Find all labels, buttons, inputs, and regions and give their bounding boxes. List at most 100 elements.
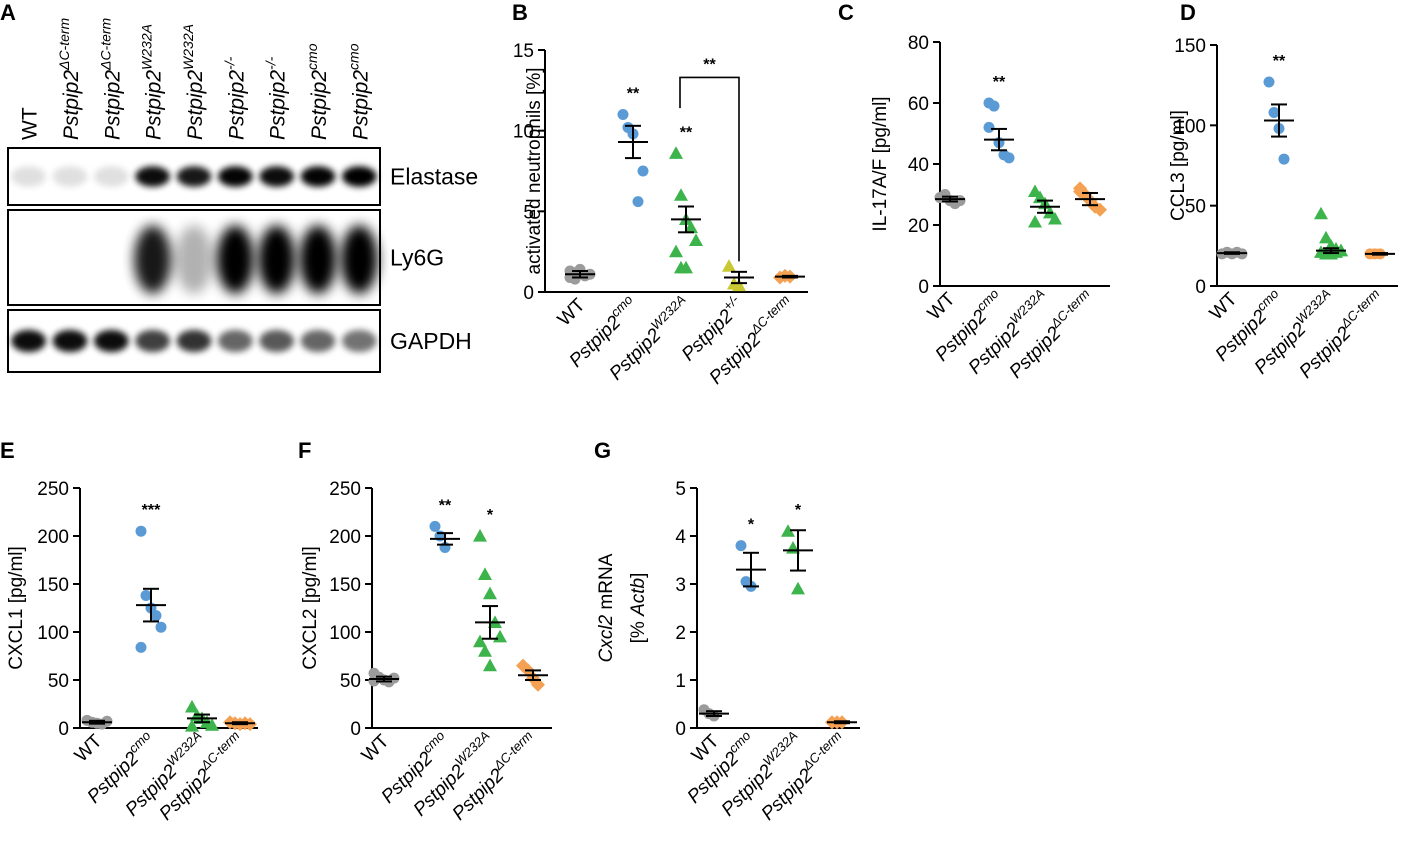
data-point-circle — [988, 100, 1000, 112]
y-tick-label: 200 — [329, 527, 361, 548]
data-point-circle — [632, 196, 644, 208]
significance-marker: ** — [993, 74, 1006, 91]
blot-band — [135, 166, 171, 187]
lane-label: Pstpip2W232A — [139, 24, 166, 140]
data-point-circle — [140, 590, 152, 602]
data-point-circle — [617, 109, 629, 121]
lane-label-sup: ΔC-term — [97, 17, 113, 71]
blot-band — [134, 225, 172, 294]
data-point-circle — [954, 195, 966, 207]
lane-label: Pstpip2-/- — [221, 56, 248, 140]
y-tick-label: 100 — [37, 623, 69, 644]
significance-marker: ** — [680, 124, 693, 141]
y-tick-label: 150 — [37, 575, 69, 596]
lane-label-sup: W232A — [139, 24, 155, 70]
blot-band — [52, 329, 88, 353]
data-point-triangle — [1028, 214, 1042, 228]
panel-letter: E — [0, 438, 15, 463]
data-point-triangle — [185, 699, 199, 713]
data-point-circle — [735, 540, 747, 552]
y-tick-label: 1 — [675, 671, 686, 692]
y-tick-label: 50 — [48, 671, 69, 692]
blot-band — [175, 225, 213, 294]
blot-band — [52, 166, 88, 187]
x-category-sup: ΔC-term — [799, 728, 845, 774]
y-tick-label: 2 — [675, 623, 686, 644]
blot-band — [93, 329, 129, 353]
y-tick-label: 15 — [513, 41, 534, 62]
data-point-triangle — [205, 718, 219, 731]
y-tick-label: 50 — [1185, 197, 1206, 218]
blot-band — [300, 166, 336, 187]
y-axis-label: Cxcl2 mRNA — [596, 553, 617, 662]
blot-band — [176, 166, 212, 187]
data-point-circle — [1278, 153, 1290, 165]
group-1: **Pstpip2cmo — [378, 497, 460, 808]
y-tick-label: 50 — [340, 671, 361, 692]
data-point-triangle — [483, 586, 497, 600]
x-category-sup: ΔC-term — [747, 292, 793, 338]
data-point-triangle — [185, 719, 199, 732]
y-tick-label: 0 — [918, 277, 929, 298]
group-0: WT — [554, 263, 596, 330]
data-point-triangle — [689, 233, 703, 246]
x-category-base: WT — [554, 294, 590, 330]
blot-band — [300, 329, 336, 353]
blot-band — [299, 225, 337, 294]
data-point-circle — [429, 520, 441, 532]
data-point-triangle — [1319, 230, 1333, 244]
y-tick-label: 150 — [1174, 36, 1206, 57]
y-axis-label: CCL3 [pg/ml] — [1168, 110, 1189, 221]
data-point-circle — [1268, 106, 1280, 118]
x-category-base: WT — [358, 730, 394, 766]
y-tick-label: 20 — [908, 216, 929, 237]
lane-label-base: Pstpip2 — [60, 70, 83, 140]
group-0: WT — [71, 714, 113, 766]
y-axis-label: IL-17A/F [pg/ml] — [870, 96, 891, 231]
significance-marker: ** — [627, 86, 640, 103]
data-point-triangle — [1314, 206, 1328, 220]
significance-bracket — [679, 76, 740, 262]
data-point-circle — [983, 121, 995, 133]
group-3: Pstpip2ΔC-term — [1006, 181, 1107, 383]
blot-band — [341, 166, 377, 187]
y-axis-label: CXCL2 [pg/ml] — [300, 546, 321, 670]
x-category-sup: ΔC-term — [1337, 286, 1383, 332]
panel-letter-a: A — [0, 0, 16, 25]
data-point-triangle — [483, 658, 497, 672]
x-category-sup: ΔC-term — [1047, 286, 1093, 332]
y-axis-label-part: Actb — [628, 578, 649, 617]
data-point-triangle — [669, 244, 683, 258]
blot-band — [340, 225, 378, 294]
lane-label: Pstpip2cmo — [345, 43, 372, 140]
blot-band — [11, 329, 47, 353]
blot-band-label: Elastase — [390, 164, 478, 190]
y-tick-label: 250 — [37, 479, 69, 500]
group-1: **Pstpip2cmo — [932, 74, 1015, 366]
blot-band — [93, 166, 129, 187]
blot-band-label: GAPDH — [390, 328, 472, 354]
significance-marker: * — [795, 502, 802, 519]
data-point-circle — [1003, 152, 1015, 164]
lane-label: Pstpip2-/- — [263, 56, 290, 140]
bracket-significance: ** — [703, 56, 716, 73]
lane-label-base: Pstpip2 — [349, 70, 372, 140]
lane-label-base: Pstpip2 — [225, 70, 248, 140]
y-tick-label: 0 — [350, 719, 361, 740]
significance-marker: ** — [1273, 53, 1286, 70]
blot-band — [135, 329, 171, 353]
data-point-diamond — [531, 677, 545, 692]
x-category-sup: ΔC-term — [197, 728, 243, 774]
y-tick-label: 100 — [329, 623, 361, 644]
y-tick-label: 0 — [675, 719, 686, 740]
blot-band — [217, 329, 253, 353]
y-tick-label: 10 — [513, 122, 534, 143]
x-category-base: WT — [71, 730, 107, 766]
data-point-diamond — [1073, 184, 1087, 199]
data-point-circle — [569, 273, 581, 285]
x-category-base: WT — [1206, 288, 1242, 324]
lane-label-base: Pstpip2 — [184, 70, 207, 140]
y-tick-label: 0 — [523, 283, 534, 304]
group-0: WT — [358, 667, 400, 766]
